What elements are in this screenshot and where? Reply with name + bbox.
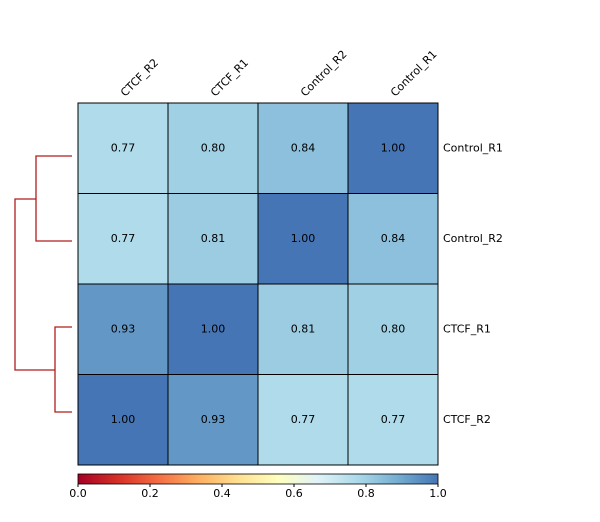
heatmap-cell <box>257 102 349 194</box>
cell-label: 0.81 <box>201 232 226 245</box>
cell-label: 1.00 <box>111 413 136 426</box>
cell-label: 0.77 <box>381 413 406 426</box>
heatmap-cell <box>167 193 259 285</box>
dendrogram-branch <box>54 326 72 413</box>
cell-label: 0.93 <box>201 413 226 426</box>
heatmap-cell <box>77 374 169 466</box>
heatmap-cell <box>347 283 439 375</box>
heatmap-cell <box>167 283 259 375</box>
column-label: Control_R2 <box>298 48 350 100</box>
row-label: CTCF_R2 <box>443 413 491 426</box>
dendrogram-branch <box>14 198 55 371</box>
colorbar-tick-label: 1.0 <box>429 487 447 500</box>
cell-label: 0.93 <box>111 322 136 335</box>
cell-label: 1.00 <box>291 232 316 245</box>
colorbar-tick-label: 0.4 <box>213 487 231 500</box>
heatmap-cell <box>167 374 259 466</box>
cell-label: 0.77 <box>291 413 316 426</box>
heatmap-cell <box>347 193 439 285</box>
colorbar-tick-label: 0.6 <box>285 487 303 500</box>
cell-label: 0.77 <box>111 141 136 154</box>
row-label: Control_R2 <box>443 232 503 245</box>
colorbar <box>77 473 439 485</box>
colorbar-tick-label: 0.0 <box>69 487 87 500</box>
heatmap-cell <box>257 374 349 466</box>
dendrogram-branch <box>35 155 72 242</box>
cell-label: 1.00 <box>381 141 406 154</box>
cell-label: 0.84 <box>381 232 406 245</box>
cell-label: 0.84 <box>291 141 316 154</box>
row-label: Control_R1 <box>443 141 503 154</box>
heatmap-cell <box>347 374 439 466</box>
cell-label: 0.80 <box>201 141 226 154</box>
heatmap-cell <box>77 102 169 194</box>
column-label: CTCF_R1 <box>208 56 251 99</box>
heatmap-cell <box>347 102 439 194</box>
row-label: CTCF_R1 <box>443 322 491 335</box>
colorbar-tick-label: 0.8 <box>357 487 375 500</box>
heatmap-cell <box>167 102 259 194</box>
column-label: Control_R1 <box>388 48 440 100</box>
cell-label: 1.00 <box>201 322 226 335</box>
cell-label: 0.80 <box>381 322 406 335</box>
heatmap-cell <box>77 193 169 285</box>
cell-label: 0.81 <box>291 322 316 335</box>
cell-label: 0.77 <box>111 232 136 245</box>
dendrogram <box>14 155 72 413</box>
colorbar-tick-label: 0.2 <box>141 487 159 500</box>
column-label: CTCF_R2 <box>118 56 161 99</box>
